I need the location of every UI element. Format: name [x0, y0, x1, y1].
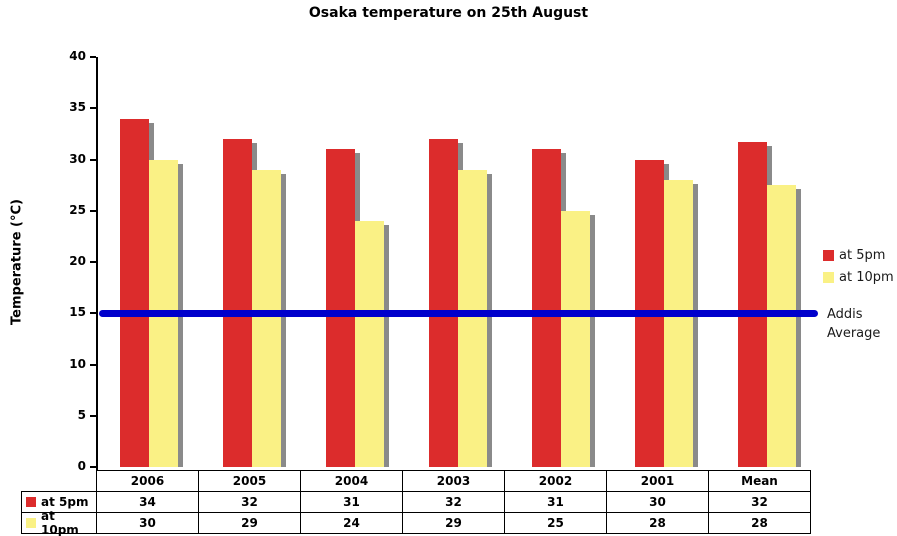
reference-line-label-line2: Average	[827, 326, 881, 341]
bar-at-5pm-2002	[531, 149, 561, 467]
table-row-label-text: at 10pm	[41, 509, 79, 536]
bar-at-10pm-2001	[663, 180, 693, 467]
y-tick-mark	[90, 209, 96, 212]
table-row-at-5pm: at 5pm 34 32 31 32 31 30 32	[21, 491, 811, 513]
table-row-label-text: at 5pm	[41, 495, 89, 509]
row-swatch-at-5pm-icon	[26, 497, 36, 507]
table-cell-at-5pm-2004: 31	[300, 491, 403, 513]
legend-swatch-at-10pm-icon	[823, 271, 834, 283]
legend-label: at 10pm	[839, 269, 894, 285]
bar-at-5pm-mean	[737, 142, 767, 467]
y-tick-label: 25	[69, 202, 86, 217]
y-tick-mark	[90, 363, 96, 366]
table-cell-at-10pm-mean: 28	[708, 512, 811, 534]
bar-at-5pm-2004	[325, 149, 355, 467]
plot-area	[97, 57, 819, 467]
y-tick-mark	[90, 56, 96, 58]
y-tick-mark	[90, 466, 96, 468]
table-header-row: 2006 2005 2004 2003 2002 2001 Mean	[96, 470, 811, 492]
y-tick-mark	[90, 261, 96, 263]
bar-at-10pm-2005	[251, 169, 281, 467]
table-header-cell-2002: 2002	[504, 470, 607, 492]
bar-at-5pm-2003	[428, 139, 458, 467]
table-cell-at-5pm-2002: 31	[504, 491, 607, 513]
chart-title: Osaka temperature on 25th August	[308, 5, 589, 21]
table-header-cell-2003: 2003	[402, 470, 505, 492]
legend-label: at 5pm	[839, 247, 886, 263]
table-row-label-at-10pm: at 10pm	[21, 509, 97, 536]
y-tick-label: 5	[77, 407, 86, 422]
table-cell-at-10pm-2001: 28	[606, 512, 709, 534]
y-tick-label: 30	[69, 151, 86, 166]
table-cell-at-5pm-2005: 32	[198, 491, 301, 513]
y-tick-label: 10	[69, 356, 86, 371]
legend: at 5pm at 10pm	[823, 244, 894, 288]
table-cell-at-10pm-2002: 25	[504, 512, 607, 534]
table-header-cell-mean: Mean	[708, 470, 811, 492]
table-header-cell-2005: 2005	[198, 470, 301, 492]
table-cell-at-5pm-mean: 32	[708, 491, 811, 513]
y-tick-mark	[90, 107, 96, 110]
bar-at-10pm-2003	[457, 169, 487, 467]
y-tick-mark	[90, 312, 96, 315]
table-cell-at-10pm-2004: 24	[300, 512, 403, 534]
bar-at-5pm-2006	[119, 118, 149, 467]
y-tick-label: 15	[69, 305, 86, 320]
reference-line	[99, 309, 818, 317]
table-cell-at-5pm-2001: 30	[606, 491, 709, 513]
y-axis-title: Temperature (°C)	[9, 199, 25, 325]
bar-at-10pm-mean	[766, 185, 796, 467]
y-tick-label: 40	[69, 49, 86, 63]
y-tick-label: 35	[69, 100, 86, 115]
reference-line-label: Addis Average	[827, 305, 880, 343]
row-swatch-at-10pm-icon	[26, 518, 36, 528]
legend-swatch-at-5pm-icon	[823, 249, 834, 261]
table-row-at-10pm: at 10pm 30 29 24 29 25 28 28	[21, 509, 811, 536]
bar-at-5pm-2005	[222, 139, 252, 467]
y-tick-mark	[90, 414, 96, 417]
bar-at-10pm-2004	[354, 221, 384, 467]
reference-line-label-line1: Addis	[827, 307, 863, 322]
table-cell-at-10pm-2006: 30	[96, 512, 199, 534]
table-cell-at-10pm-2005: 29	[198, 512, 301, 534]
y-axis-line	[96, 57, 98, 470]
y-tick-label: 0	[77, 459, 86, 473]
legend-item-at-5pm: at 5pm	[823, 244, 894, 266]
bar-at-10pm-2002	[560, 210, 590, 467]
table-header-cell-2004: 2004	[300, 470, 403, 492]
y-tick-mark	[90, 158, 96, 161]
table-header-cell-2006: 2006	[96, 470, 199, 492]
table-header-cell-2001: 2001	[606, 470, 709, 492]
table-cell-at-5pm-2006: 34	[96, 491, 199, 513]
legend-item-at-10pm: at 10pm	[823, 266, 894, 288]
table-cell-at-10pm-2003: 29	[402, 512, 505, 534]
table-cell-at-5pm-2003: 32	[402, 491, 505, 513]
y-tick-label: 20	[69, 254, 86, 268]
